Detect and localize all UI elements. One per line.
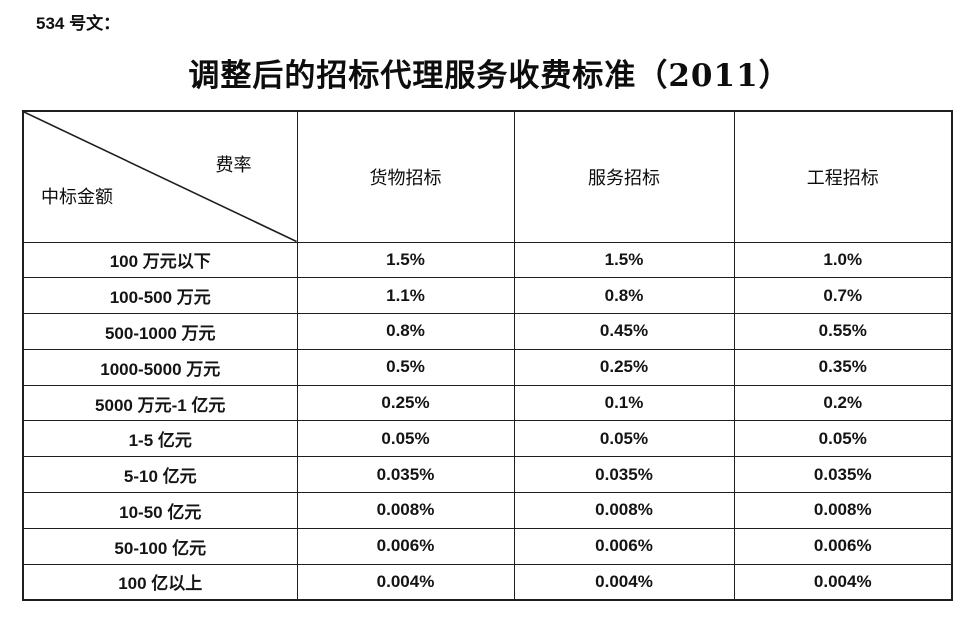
table-header-row: 费率 中标金额 货物招标 服务招标 工程招标: [22, 110, 953, 243]
row-label: 500-1000 万元: [22, 313, 298, 350]
cell-engineering: 0.004%: [733, 563, 953, 601]
row-label: 50-100 亿元: [22, 527, 298, 565]
row-label: 1-5 亿元: [22, 420, 298, 458]
fee-table: 费率 中标金额 货物招标 服务招标 工程招标 100 万元以下 1.5% 1.5…: [22, 110, 953, 601]
cell-engineering: 0.05%: [733, 420, 953, 458]
table-row: 50-100 亿元 0.006% 0.006% 0.006%: [22, 527, 953, 565]
cell-goods: 1.1%: [296, 277, 515, 315]
cell-service: 0.004%: [513, 563, 735, 601]
corner-header-cell: 费率 中标金额: [22, 110, 298, 243]
cell-service: 0.008%: [513, 492, 735, 529]
column-header-service: 服务招标: [513, 110, 735, 243]
cell-goods: 1.5%: [296, 241, 515, 279]
cell-engineering: 0.2%: [733, 384, 953, 422]
cell-engineering: 0.55%: [733, 313, 953, 350]
cell-service: 0.006%: [513, 527, 735, 565]
table-row: 500-1000 万元 0.8% 0.45% 0.55%: [22, 313, 953, 350]
table-row: 100 万元以下 1.5% 1.5% 1.0%: [22, 241, 953, 279]
cell-goods: 0.8%: [296, 313, 515, 350]
row-label: 10-50 亿元: [22, 492, 298, 529]
cell-goods: 0.25%: [296, 384, 515, 422]
cell-goods: 0.008%: [296, 492, 515, 529]
corner-label-rate: 费率: [215, 155, 252, 176]
cell-service: 0.05%: [513, 420, 735, 458]
cell-goods: 0.035%: [296, 456, 515, 494]
table-row: 100 亿以上 0.004% 0.004% 0.004%: [22, 563, 953, 601]
cell-engineering: 0.008%: [733, 492, 953, 529]
diagonal-divider-line: [24, 112, 297, 242]
cell-service: 1.5%: [513, 241, 735, 279]
cell-service: 0.8%: [513, 277, 735, 315]
cell-service: 0.1%: [513, 384, 735, 422]
cell-service: 0.45%: [513, 313, 735, 350]
cell-engineering: 0.035%: [733, 456, 953, 494]
row-label: 5-10 亿元: [22, 456, 298, 494]
row-label: 100 万元以下: [22, 241, 298, 279]
document-title: 调整后的招标代理服务收费标准（2011）: [188, 58, 791, 94]
cell-engineering: 0.35%: [733, 348, 953, 386]
row-label: 1000-5000 万元: [22, 348, 298, 386]
cell-service: 0.035%: [513, 456, 735, 494]
table-row: 1-5 亿元 0.05% 0.05% 0.05%: [22, 420, 953, 458]
table-row: 5-10 亿元 0.035% 0.035% 0.035%: [22, 456, 953, 494]
row-label: 100-500 万元: [22, 277, 298, 315]
cell-engineering: 0.7%: [733, 277, 953, 315]
table-row: 100-500 万元 1.1% 0.8% 0.7%: [22, 277, 953, 315]
cell-service: 0.25%: [513, 348, 735, 386]
column-header-goods: 货物招标: [296, 110, 515, 243]
cell-engineering: 1.0%: [733, 241, 953, 279]
table-row: 10-50 亿元 0.008% 0.008% 0.008%: [22, 492, 953, 529]
corner-label-amount: 中标金额: [41, 186, 113, 208]
table-row: 5000 万元-1 亿元 0.25% 0.1% 0.2%: [22, 384, 953, 422]
row-label: 100 亿以上: [22, 563, 298, 601]
cell-goods: 0.5%: [296, 348, 515, 386]
column-header-engineering: 工程招标: [733, 110, 953, 243]
cell-engineering: 0.006%: [733, 527, 953, 565]
cell-goods: 0.004%: [296, 563, 515, 601]
cell-goods: 0.006%: [296, 527, 515, 565]
row-label: 5000 万元-1 亿元: [22, 384, 298, 422]
cell-goods: 0.05%: [296, 420, 515, 458]
doc-number-label: 534 号文：: [36, 14, 121, 33]
table-row: 1000-5000 万元 0.5% 0.25% 0.35%: [22, 348, 953, 386]
